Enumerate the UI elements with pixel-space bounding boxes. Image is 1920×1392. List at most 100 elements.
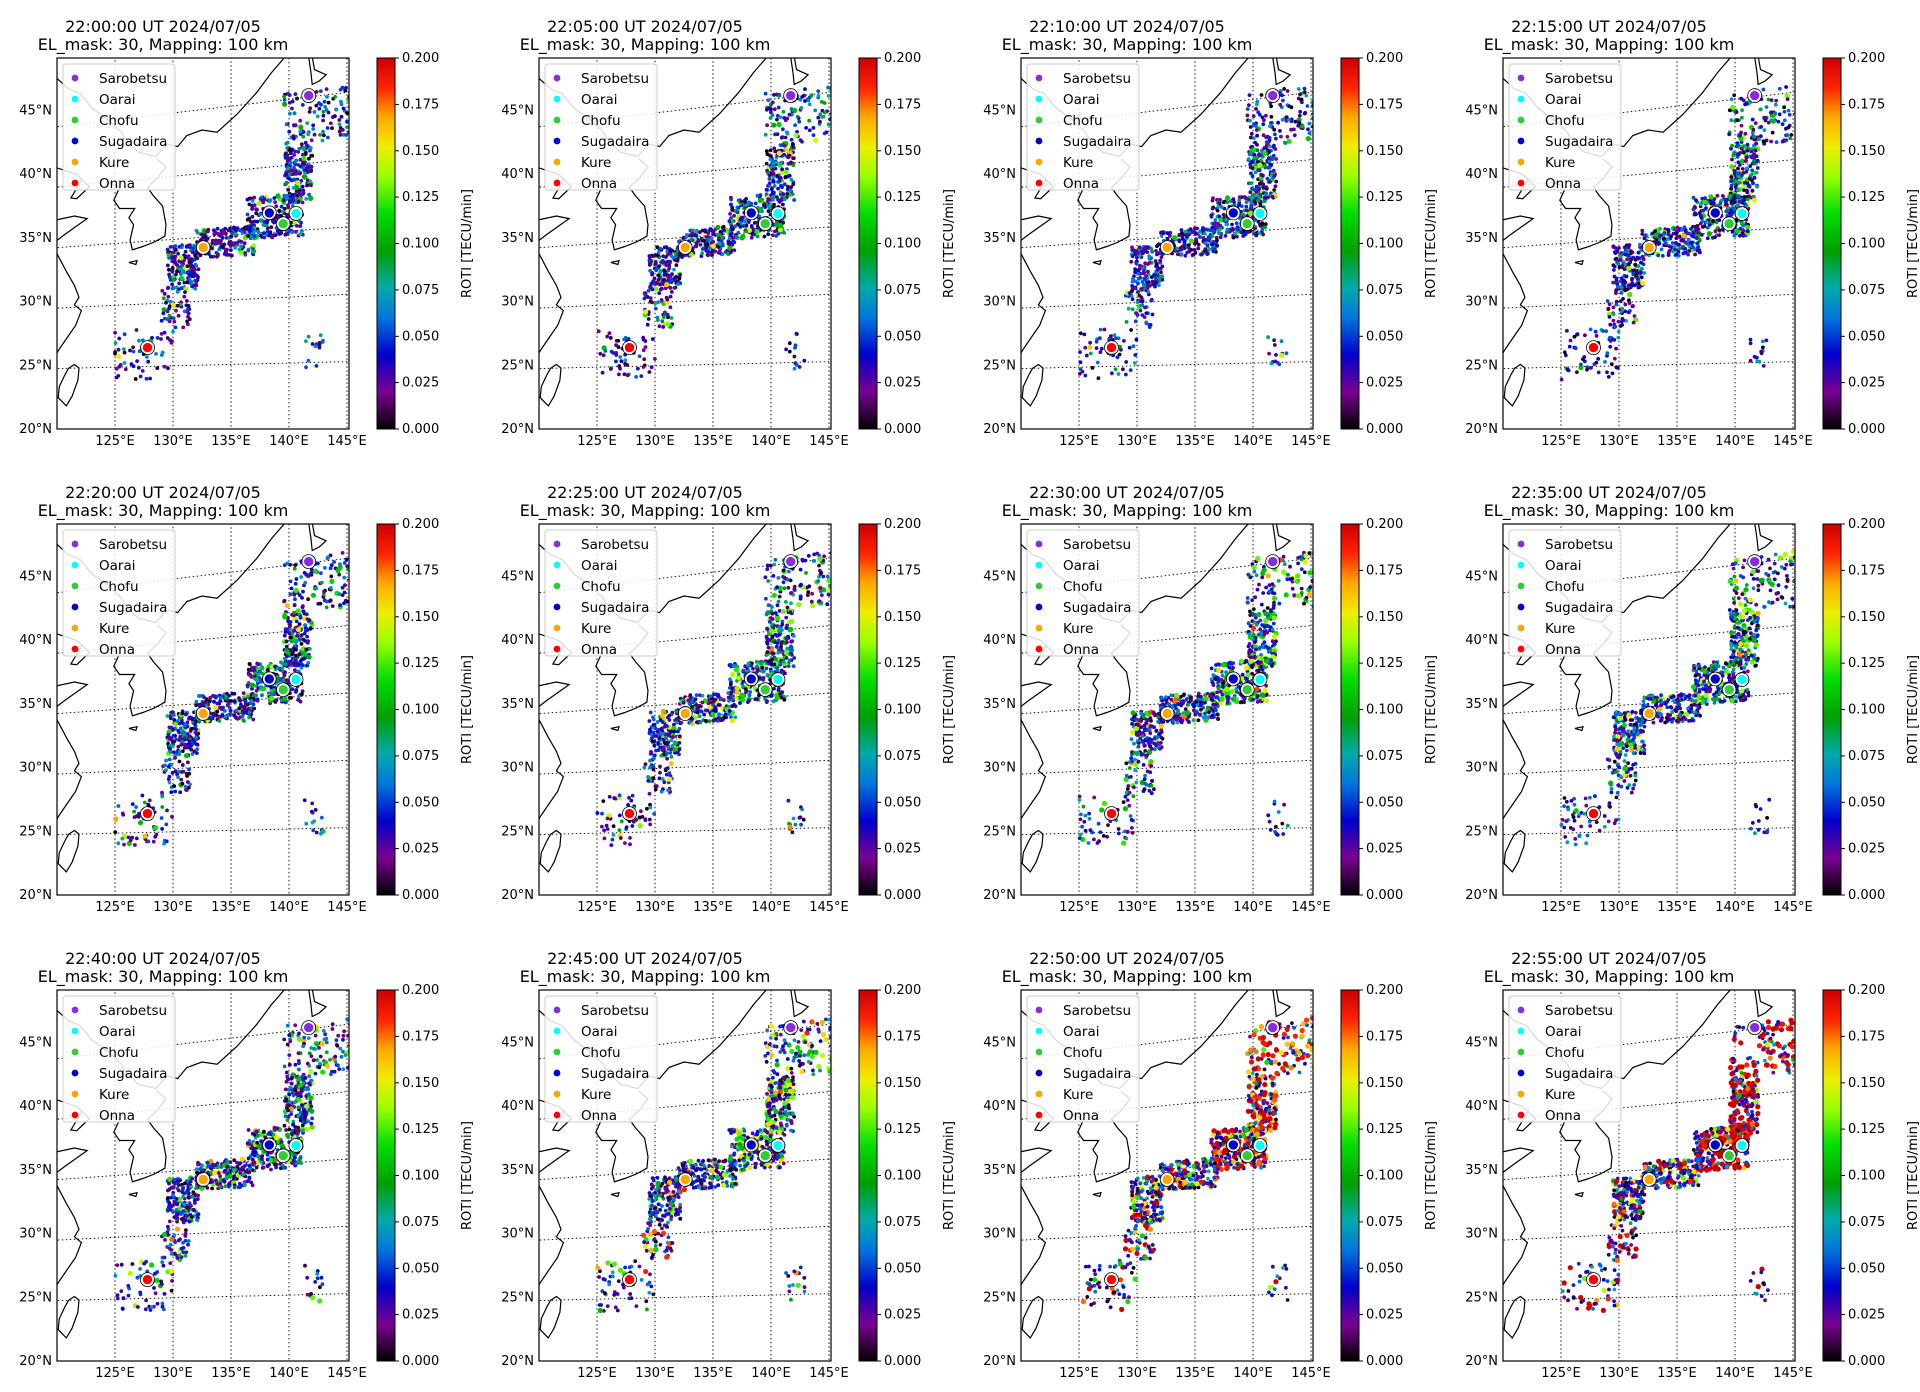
roti-point (1694, 198, 1698, 203)
roti-point (1289, 127, 1293, 132)
roti-point (293, 587, 299, 594)
roti-point (319, 815, 324, 820)
roti-point (803, 558, 808, 563)
roti-point (774, 221, 778, 226)
roti-point (168, 278, 173, 282)
roti-point (785, 131, 790, 136)
roti-point (1764, 105, 1769, 109)
roti-point (1611, 312, 1616, 316)
roti-point (293, 149, 297, 154)
roti-point (153, 825, 159, 831)
roti-point (196, 267, 201, 272)
colorbar-tick-label: 0.000 (1366, 422, 1403, 437)
roti-point (1285, 89, 1290, 93)
roti-point (1135, 271, 1140, 276)
roti-point (1759, 125, 1763, 129)
roti-point (1762, 115, 1767, 120)
roti-point (1134, 311, 1139, 316)
roti-point (300, 596, 304, 600)
roti-point (1280, 117, 1285, 122)
roti-point (314, 586, 319, 591)
roti-point (265, 229, 270, 234)
roti-point (1742, 180, 1747, 185)
colorbar-tick-label: 0.200 (884, 51, 921, 66)
roti-point (186, 780, 190, 784)
roti-point (1183, 229, 1188, 234)
roti-point (343, 583, 347, 588)
roti-point (1179, 228, 1184, 232)
roti-point (182, 309, 187, 314)
roti-point (749, 201, 754, 206)
roti-point (1781, 138, 1786, 143)
roti-point (240, 714, 245, 719)
roti-point (1751, 197, 1757, 203)
roti-point (1644, 252, 1648, 257)
roti-point (162, 841, 166, 846)
roti-point (1782, 118, 1787, 123)
legend-marker (1517, 137, 1525, 145)
roti-point (309, 809, 314, 814)
roti-point (1618, 324, 1623, 328)
roti-point (129, 362, 134, 366)
roti-point (817, 599, 822, 603)
coastline (1021, 253, 1047, 354)
roti-point (1636, 281, 1641, 286)
roti-point (822, 554, 826, 559)
coastline (1503, 253, 1529, 354)
roti-point (658, 287, 663, 292)
roti-point (229, 253, 234, 258)
roti-point (764, 596, 768, 601)
roti-point (220, 228, 225, 233)
roti-point (228, 239, 233, 244)
roti-point (183, 249, 188, 254)
roti-point (1150, 249, 1154, 254)
roti-point (1128, 368, 1133, 372)
roti-point (764, 161, 769, 166)
roti-point (1218, 197, 1222, 202)
roti-point (289, 635, 293, 639)
roti-point (1145, 250, 1150, 255)
roti-point (246, 671, 251, 676)
roti-point (1769, 110, 1773, 115)
roti-point (694, 233, 699, 238)
roti-point (196, 731, 201, 736)
colorbar-tick-label: 0.125 (1848, 190, 1885, 205)
coastline (610, 259, 620, 266)
roti-point (642, 296, 647, 301)
roti-point (182, 280, 187, 285)
roti-point (771, 180, 776, 184)
roti-point (826, 85, 830, 90)
roti-point (1197, 230, 1202, 235)
roti-point (1078, 360, 1083, 365)
roti-point (301, 130, 305, 134)
roti-point (1147, 254, 1152, 259)
roti-point (284, 639, 289, 644)
station-marker (758, 217, 772, 230)
roti-point (1165, 231, 1170, 236)
roti-point (1302, 86, 1307, 91)
coastline (57, 719, 83, 820)
roti-point (331, 115, 335, 119)
roti-point (128, 348, 132, 353)
roti-point (791, 156, 795, 161)
lon-tick-label: 145°E (1773, 434, 1813, 449)
roti-point (287, 172, 292, 177)
roti-point (307, 156, 311, 161)
roti-point (1267, 159, 1272, 163)
roti-point (247, 710, 252, 715)
roti-point (1682, 225, 1687, 230)
lon-tick-label: 130°E (1117, 434, 1157, 449)
roti-point (302, 571, 307, 575)
map-frame (538, 57, 832, 430)
roti-point (1237, 198, 1242, 203)
roti-point (776, 599, 781, 604)
lon-tick-label: 125°E (1059, 434, 1099, 449)
roti-point (165, 336, 170, 340)
roti-point (1302, 90, 1307, 95)
roti-point (250, 214, 255, 219)
roti-point (238, 239, 243, 244)
roti-point (1611, 305, 1616, 310)
roti-point (128, 838, 133, 843)
roti-point (694, 241, 699, 246)
roti-point (1292, 133, 1297, 138)
